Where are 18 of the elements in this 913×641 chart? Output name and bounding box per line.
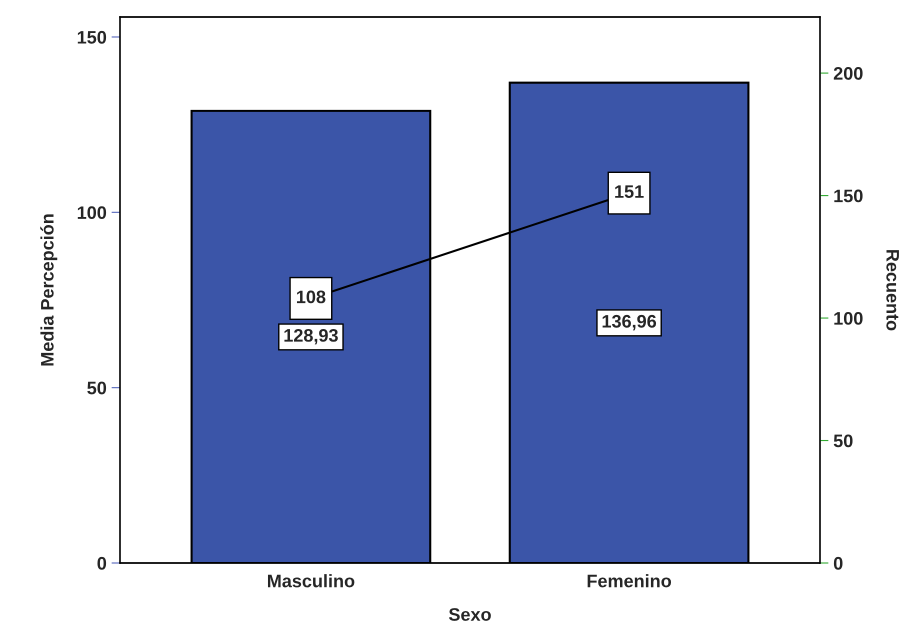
data-label: 108 — [296, 290, 326, 304]
data-label: 136,96 — [602, 314, 656, 330]
x-tick-label: Masculino — [268, 574, 354, 588]
x-tick-label: Femenino — [588, 574, 672, 588]
data-label: 151 — [615, 185, 644, 198]
y2-tick-label: 200 — [834, 67, 863, 80]
y-tick-label: 150 — [78, 30, 106, 44]
y-tick-label: 50 — [87, 382, 106, 394]
data-label: 128,93 — [284, 329, 338, 344]
x-axis-title: Sexo — [448, 608, 491, 621]
y-tick-label: 100 — [78, 206, 106, 220]
y-tick-label: 0 — [97, 556, 106, 570]
y2-tick-label: 150 — [834, 190, 863, 202]
y-axis-title: Media Percepción — [40, 214, 58, 366]
y2-tick-label: 50 — [834, 434, 853, 448]
y2-axis-title: Recuento — [886, 250, 899, 330]
y2-tick-label: 100 — [834, 312, 863, 325]
y2-tick-label: 0 — [834, 556, 842, 570]
